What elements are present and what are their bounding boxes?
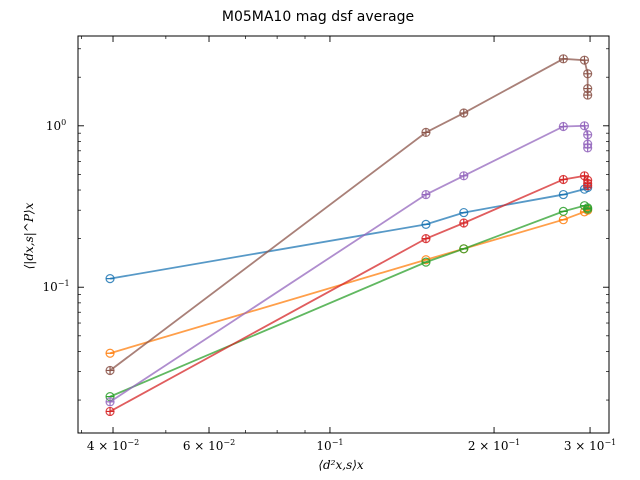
y-axis-label: ⟨|dx,s|^P⟩x (22, 202, 36, 269)
data-point (558, 215, 568, 225)
x-axis-label: ⟨d²x,s⟩x (318, 458, 364, 472)
data-point (105, 406, 115, 417)
y-tick-label: 10−1 (42, 279, 69, 294)
x-tick-label: 6 × 10−2 (183, 438, 235, 453)
data-point (105, 365, 115, 376)
data-point (105, 397, 115, 407)
series-6 (105, 54, 593, 376)
data-point (579, 55, 590, 65)
series-4 (105, 171, 593, 417)
data-point (105, 348, 115, 358)
axes-frame (77, 35, 610, 434)
x-tick-label: 10−1 (316, 438, 343, 453)
data-point (583, 143, 593, 153)
data-point (579, 121, 590, 131)
series-4-line (109, 174, 589, 413)
x-tick-label: 4 × 10−2 (87, 438, 139, 453)
data-point (459, 108, 469, 118)
data-point (459, 207, 469, 218)
data-point (558, 54, 568, 64)
data-point (459, 244, 469, 254)
data-point (558, 174, 568, 185)
data-point (558, 206, 568, 216)
chart-title: M05MA10 mag dsf average (222, 9, 414, 25)
data-point (583, 204, 593, 214)
data-point (583, 181, 593, 191)
data-point (459, 218, 469, 228)
data-point (421, 189, 431, 200)
plot-area (105, 54, 593, 417)
data-point (583, 90, 593, 100)
series-5-line (109, 124, 589, 403)
data-point (558, 189, 568, 200)
data-point (421, 255, 431, 265)
data-point (421, 234, 431, 244)
series-6-line (109, 57, 589, 372)
data-point (421, 127, 431, 138)
y-tick-label: 100 (46, 118, 66, 133)
data-point (583, 130, 593, 140)
data-point (459, 171, 469, 181)
x-tick-label: 3 × 10−1 (564, 438, 616, 453)
data-point (421, 219, 431, 230)
series-3 (105, 201, 593, 402)
data-point (105, 274, 115, 284)
x-tick-label: 2 × 10−1 (468, 438, 520, 453)
series-5 (105, 121, 593, 407)
data-point (583, 69, 593, 79)
axis-ticks: 4 × 10−2 6 × 10−2 10−1 2 × 10−1 3 × 10−1 10−1… (42, 36, 616, 453)
data-point (421, 257, 431, 267)
data-point (558, 121, 568, 132)
